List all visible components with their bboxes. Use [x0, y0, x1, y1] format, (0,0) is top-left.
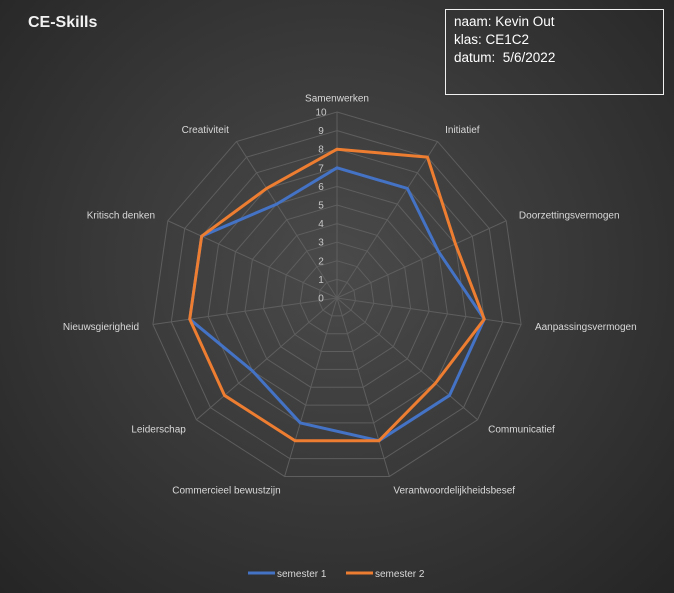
grid-ring-10 [152, 111, 522, 477]
tick-label-4: 4 [318, 219, 324, 230]
category-label-8: Nieuwsgierigheid [63, 322, 139, 333]
category-label-5: Verantwoordelijkheidsbesef [393, 485, 515, 496]
legend-label-1: semester 2 [375, 569, 425, 580]
grid-ring-1 [318, 278, 356, 317]
grid-spoke-9 [167, 220, 338, 299]
grid-ring-9 [170, 130, 504, 460]
tick-label-9: 9 [318, 126, 324, 137]
grid-spoke-10 [236, 141, 338, 299]
grid-spoke-4 [336, 297, 478, 421]
tick-label-3: 3 [318, 238, 324, 249]
grid-spoke-6 [284, 297, 338, 477]
category-label-10: Creativiteit [182, 125, 229, 136]
category-label-9: Kritisch denken [87, 210, 155, 221]
grid-ring-3 [281, 241, 393, 353]
category-label-2: Doorzettingsvermogen [519, 210, 620, 221]
tick-label-1: 1 [318, 275, 324, 286]
tick-label-5: 5 [318, 201, 324, 212]
info-box: naam: Kevin Out klas: CE1C2 datum: 5/6/2… [445, 9, 664, 95]
category-label-0: Samenwerken [305, 94, 369, 105]
series-line-0 [188, 166, 486, 443]
grid-spoke-8 [152, 297, 338, 325]
chart-title: CE-Skills [28, 14, 98, 31]
category-label-7: Leiderschap [131, 424, 186, 435]
grid-ring-4 [262, 223, 412, 370]
grid-spoke-3 [336, 297, 522, 325]
grid-spoke-7 [196, 297, 338, 421]
grid-ring-5 [244, 204, 430, 388]
info-naam: naam: Kevin Out [454, 14, 555, 29]
tick-label-7: 7 [318, 163, 324, 174]
grid-spoke-1 [336, 141, 438, 299]
category-label-6: Commercieel bewustzijn [172, 485, 280, 496]
grid-spoke-5 [336, 297, 390, 477]
legend-label-0: semester 1 [277, 569, 327, 580]
tick-label-0: 0 [318, 294, 324, 305]
grid-ring-7 [207, 167, 467, 424]
tick-label-8: 8 [318, 145, 324, 156]
category-label-3: Aanpassingsvermogen [535, 322, 637, 333]
grid-ring-2 [299, 260, 375, 335]
grid-spoke-2 [336, 220, 507, 299]
tick-label-6: 6 [318, 182, 324, 193]
grid-ring-6 [226, 185, 448, 406]
series-line-1 [188, 147, 486, 443]
info-datum: datum: 5/6/2022 [454, 50, 556, 65]
tick-label-10: 10 [315, 108, 327, 119]
category-label-1: Initiatief [445, 125, 480, 136]
tick-label-2: 2 [318, 256, 324, 267]
category-label-4: Communicatief [488, 424, 555, 435]
info-klas: klas: CE1C2 [454, 32, 530, 47]
